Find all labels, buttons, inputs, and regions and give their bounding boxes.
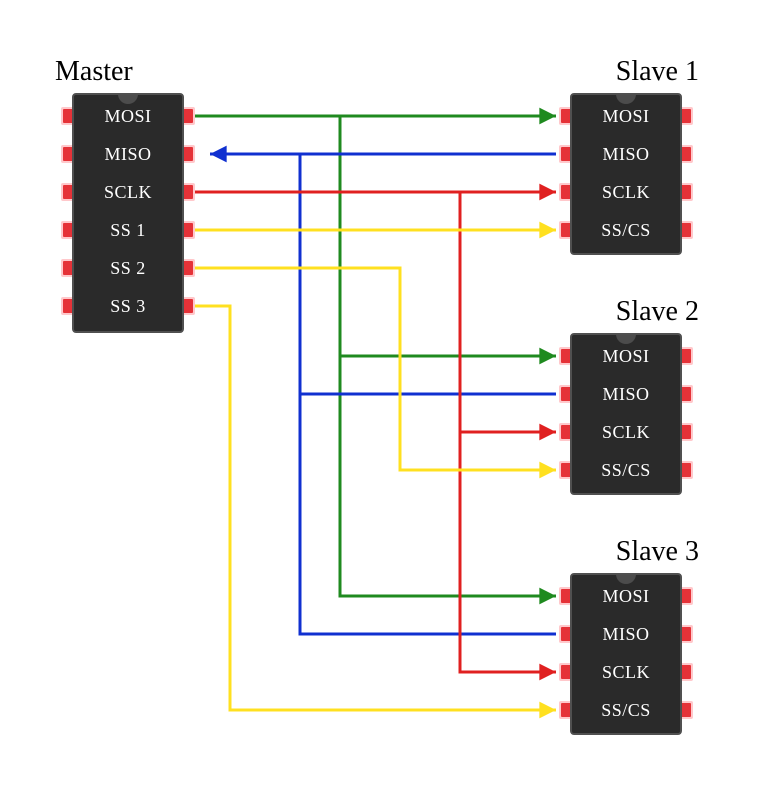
pin-label-slave2-0: MOSI	[602, 346, 649, 366]
pin-label-master-3: SS 1	[110, 220, 146, 240]
pin-label-master-0: MOSI	[104, 106, 151, 126]
pin-label-master-4: SS 2	[110, 258, 146, 278]
chip-title-master: Master	[55, 56, 133, 87]
chip-slave3: Slave 3 MOSI MISO SCLK SS/CS	[559, 536, 699, 734]
pin-label-master-5: SS 3	[110, 296, 146, 316]
pin-label-slave3-2: SCLK	[602, 662, 650, 682]
pin-label-slave2-3: SS/CS	[601, 460, 651, 480]
pin-label-slave1-1: MISO	[602, 144, 649, 164]
pin-label-slave1-3: SS/CS	[601, 220, 651, 240]
chip-slave1: Slave 1 MOSI MISO SCLK SS/CS	[559, 56, 699, 254]
wire-ss2	[195, 268, 556, 470]
chip-slave2: Slave 2 MOSI MISO SCLK SS/CS	[559, 296, 699, 494]
wire-ss3	[195, 306, 556, 710]
chip-title-slave2: Slave 2	[616, 296, 699, 327]
pin-label-slave1-2: SCLK	[602, 182, 650, 202]
pin-label-slave3-3: SS/CS	[601, 700, 651, 720]
pin-label-slave2-2: SCLK	[602, 422, 650, 442]
pin-label-slave3-1: MISO	[602, 624, 649, 644]
pin-label-slave3-0: MOSI	[602, 586, 649, 606]
chip-master: Master MOSI MISO SCLK SS 1 SS 2 SS 3	[55, 56, 195, 332]
spi-bus-diagram: Master MOSI MISO SCLK SS 1 SS 2 SS 3 Slave 1 MOS…	[0, 0, 768, 787]
chip-title-slave3: Slave 3	[616, 536, 699, 567]
pin-label-master-1: MISO	[104, 144, 151, 164]
pin-label-slave1-0: MOSI	[602, 106, 649, 126]
wires	[195, 116, 556, 710]
chip-title-slave1: Slave 1	[616, 56, 699, 87]
pin-label-slave2-1: MISO	[602, 384, 649, 404]
pin-label-master-2: SCLK	[104, 182, 152, 202]
